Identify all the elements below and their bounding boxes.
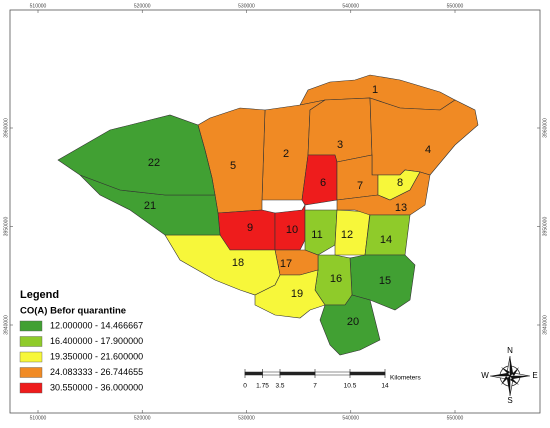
compass-e: E — [532, 371, 537, 380]
compass-arm — [510, 378, 519, 385]
compass-w: W — [481, 371, 489, 380]
legend-title: Legend — [20, 289, 59, 301]
coord-label: 540000 — [342, 415, 359, 421]
legend-swatch — [19, 367, 43, 378]
district-label: 2 — [283, 148, 289, 160]
coord-label: 530000 — [238, 3, 255, 9]
district-label: 20 — [347, 316, 359, 328]
scale-label: 1.75 — [256, 383, 269, 390]
legend-swatch — [19, 382, 43, 394]
legend: Legend CO(A) Befor quarantine 12.000000 … — [12, 282, 190, 398]
compass: N E S W — [481, 346, 537, 405]
legend-swatch — [19, 351, 43, 363]
compass-arm — [501, 376, 508, 385]
district-label: 22 — [148, 157, 160, 169]
district-label: 17 — [280, 258, 292, 270]
scale-label: 0 — [243, 383, 247, 390]
district-label: 4 — [425, 144, 431, 156]
scale-segment — [244, 371, 263, 376]
scale-segment — [349, 371, 386, 376]
scale-segment — [279, 371, 316, 376]
coord-label: 520000 — [134, 3, 151, 9]
compass-arm — [490, 373, 510, 376]
coord-label: 3960000 — [542, 118, 548, 138]
compass-n: N — [507, 346, 513, 355]
coord-label: 3940000 — [3, 315, 9, 335]
legend-label: 30.550000 - 36.000000 — [50, 382, 143, 392]
coord-label: 550000 — [447, 415, 464, 421]
legend-label: 12.000000 - 14.466667 — [50, 320, 143, 330]
district-label: 7 — [357, 180, 363, 192]
coord-label: 3950000 — [3, 217, 9, 237]
coord-label: 510000 — [30, 3, 47, 9]
district-label: 15 — [379, 275, 391, 287]
district — [57, 114, 216, 196]
legend-swatch — [19, 320, 43, 332]
district-label: 6 — [320, 177, 326, 189]
district-label: 8 — [397, 177, 403, 189]
compass-arm — [510, 356, 513, 376]
legend-swatch — [19, 336, 43, 347]
scale-label: 3.5 — [275, 383, 284, 390]
district-label: 9 — [247, 222, 253, 234]
district-label: 12 — [341, 229, 353, 241]
legend-label: 24.083333 - 26.744655 — [50, 367, 143, 377]
compass-s: S — [507, 396, 512, 405]
coord-label: 3960000 — [3, 118, 9, 138]
scale-label: 7 — [313, 383, 317, 390]
district-label: 13 — [395, 202, 407, 214]
coord-label: 550000 — [447, 3, 464, 9]
legend-label: 16.400000 - 17.900000 — [50, 336, 143, 346]
district-label: 18 — [232, 257, 244, 269]
scale-unit: Kilometers — [390, 375, 421, 382]
district — [336, 154, 379, 201]
compass-arm — [510, 376, 530, 379]
district — [307, 97, 373, 163]
compass-arm — [512, 367, 519, 376]
district — [319, 294, 381, 356]
scale-segment — [262, 371, 281, 376]
district-label: 1 — [372, 84, 378, 96]
legend-label: 19.350000 - 21.600000 — [50, 351, 143, 361]
coord-label: 540000 — [342, 3, 359, 9]
district-label: 5 — [230, 160, 236, 172]
district-label: 10 — [286, 224, 298, 236]
district — [336, 171, 431, 216]
scale-label: 10.5 — [344, 383, 357, 390]
coord-label: 510000 — [30, 415, 47, 421]
scale-segment — [314, 371, 351, 376]
legend-subtitle: CO(A) Befor quarantine — [20, 306, 126, 317]
coord-label: 520000 — [134, 415, 151, 421]
district-label: 3 — [337, 139, 343, 151]
district — [254, 269, 326, 319]
district-label: 14 — [380, 234, 392, 246]
scale-label: 14 — [381, 383, 389, 390]
district-label: 19 — [291, 288, 303, 300]
district-label: 21 — [144, 200, 156, 212]
district-label: 16 — [330, 273, 342, 285]
compass-arm — [507, 376, 510, 396]
coord-label: 3950000 — [542, 217, 548, 237]
district-label: 11 — [311, 229, 322, 241]
compass-arm — [501, 367, 510, 374]
coord-label: 530000 — [238, 415, 255, 421]
coord-label: 3940000 — [542, 315, 548, 335]
